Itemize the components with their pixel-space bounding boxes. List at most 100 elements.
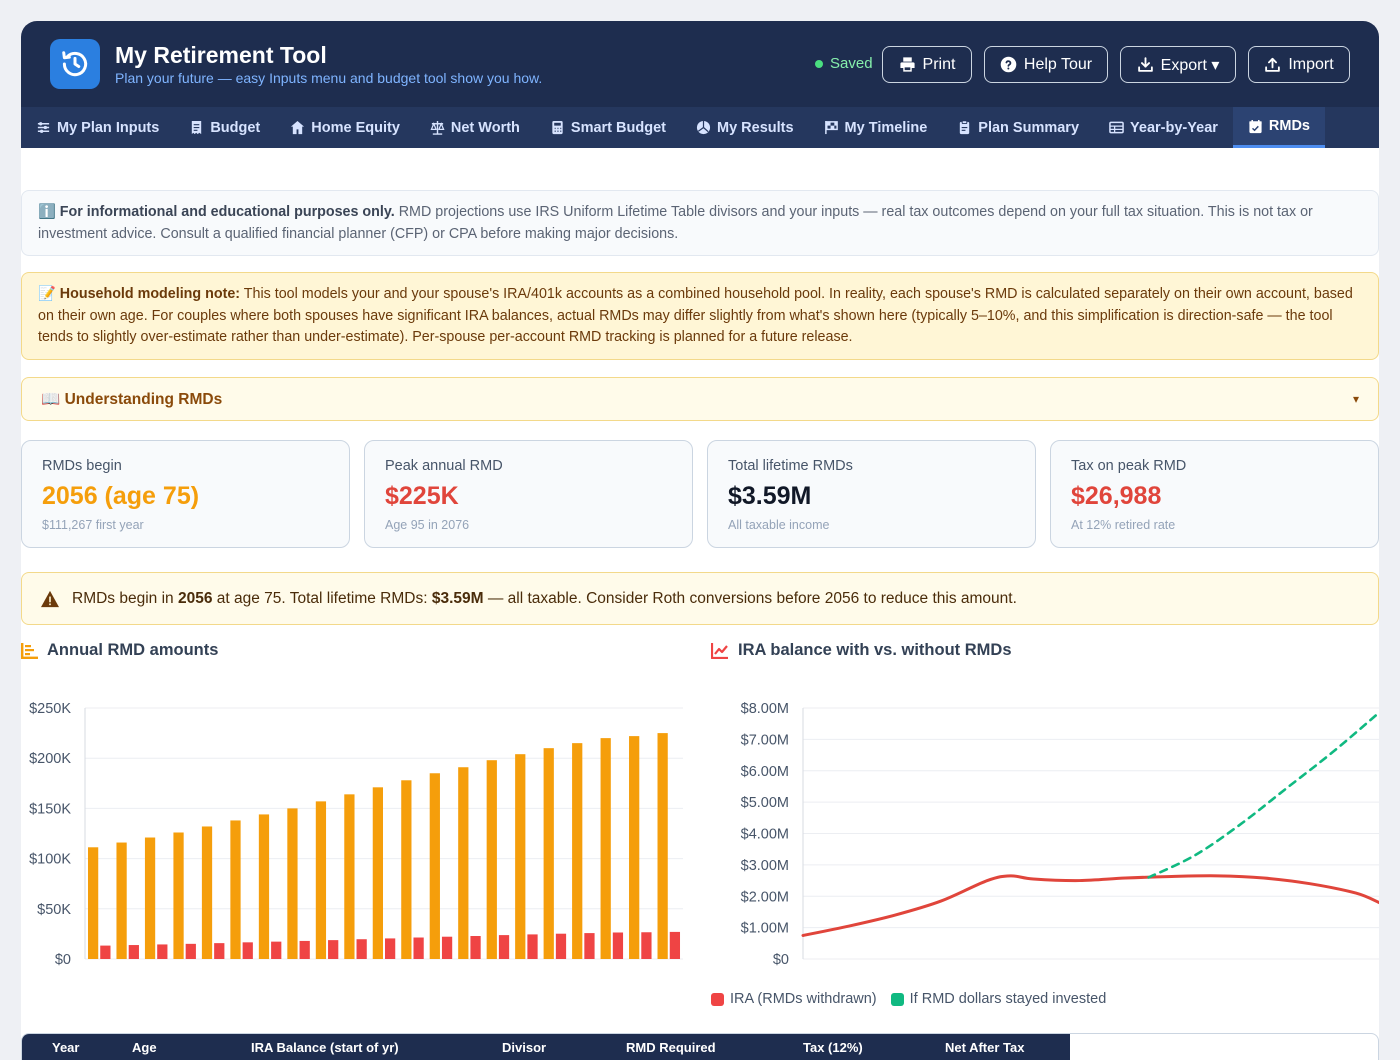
disclaimer-text: RMD projections use IRS Uniform Lifetime… <box>38 204 1313 242</box>
legend-swatch <box>890 992 904 1006</box>
export-button[interactable]: Export ▾ <box>1120 46 1236 83</box>
ira-chart-legend: IRA (RMDs withdrawn) If RMD dollars stay… <box>711 991 1106 1007</box>
tab-my-results[interactable]: My Results <box>681 107 809 148</box>
help-tour-button[interactable]: Help Tour <box>984 46 1108 83</box>
tab-my-timeline[interactable]: My Timeline <box>809 107 943 148</box>
tax-bar <box>584 933 595 959</box>
accordion-label: 📖 Understanding RMDs <box>41 390 223 408</box>
disclaimer-note: ℹ️ For informational and educational pur… <box>21 190 1379 256</box>
tab-smart-budget[interactable]: Smart Budget <box>535 107 681 148</box>
y-tick-label: $8.00M <box>741 701 789 717</box>
y-tick-label: $4.00M <box>741 827 789 843</box>
tax-bar <box>299 940 310 959</box>
saved-status: Saved <box>815 55 873 72</box>
flag-icon <box>824 120 838 135</box>
tab-label: Net Worth <box>450 119 520 136</box>
app-subtitle: Plan your future — easy Inputs menu and … <box>115 70 543 86</box>
app-title: My Retirement Tool <box>115 42 327 68</box>
tax-bar <box>385 938 396 959</box>
rmd-bar <box>458 767 469 959</box>
legend-item-ira[interactable]: IRA (RMDs withdrawn) <box>711 991 877 1007</box>
stat-card-total-rmds: Total lifetime RMDs $3.59M All taxable i… <box>707 440 1036 548</box>
card-sub: $111,267 first year <box>42 518 144 532</box>
rmd-bar <box>486 760 497 959</box>
upload-icon <box>1265 57 1281 72</box>
tax-bar <box>128 945 139 959</box>
ira-withdrawn-line <box>801 874 1379 937</box>
ira-invested-line <box>1147 711 1379 879</box>
rmd-bar <box>572 743 583 959</box>
th-net-after-tax: Net After Tax <box>945 1040 1025 1055</box>
tax-bar <box>185 943 196 959</box>
understanding-rmds-accordion[interactable]: 📖 Understanding RMDs ▾ <box>21 377 1379 421</box>
y-tick-label: $6.00M <box>741 764 789 780</box>
printer-icon <box>899 57 915 72</box>
print-button[interactable]: Print <box>882 46 972 83</box>
help-tour-label: Help Tour <box>1023 55 1093 73</box>
th-tax: Tax (12%) <box>803 1040 863 1055</box>
y-tick-label: $150K <box>29 801 71 817</box>
calculator-icon <box>552 120 563 135</box>
rmd-bar <box>429 773 440 959</box>
y-tick-label: $0 <box>773 952 789 968</box>
ira-chart-title: IRA balance with vs. without RMDs <box>711 641 1012 660</box>
legend-label: IRA (RMDs withdrawn) <box>730 991 877 1007</box>
legend-item-invested[interactable]: If RMD dollars stayed invested <box>890 991 1107 1007</box>
rmd-bar <box>372 787 383 959</box>
tab-plan-summary[interactable]: Plan Summary <box>942 107 1094 148</box>
tab-label: My Timeline <box>844 119 928 136</box>
download-icon <box>1137 57 1153 72</box>
card-sub: Age 95 in 2076 <box>385 518 470 532</box>
tab-label: Budget <box>210 119 261 136</box>
tab-year-by-year[interactable]: Year-by-Year <box>1094 107 1233 148</box>
alert-text-2: at age 75. Total lifetime RMDs: <box>212 589 432 607</box>
y-tick-label: $3.00M <box>741 858 789 874</box>
tax-bar <box>242 942 253 959</box>
rmd-bar <box>87 847 99 959</box>
rmd-bar <box>401 780 412 959</box>
tab-label: Year-by-Year <box>1130 119 1218 136</box>
bar-chart-icon <box>21 642 38 659</box>
legend-label: If RMD dollars stayed invested <box>909 991 1107 1007</box>
legend-swatch <box>711 992 724 1006</box>
card-value: $225K <box>385 482 459 510</box>
chevron-down-icon: ▾ <box>1352 392 1359 406</box>
ira-chart-title-text: IRA balance with vs. without RMDs <box>738 641 1012 659</box>
history-icon[interactable] <box>50 39 100 89</box>
table-header-row: Year Age IRA Balance (start of yr) Divis… <box>22 1034 1070 1060</box>
y-tick-label: $200K <box>29 751 71 767</box>
y-tick-label: $5.00M <box>741 795 789 811</box>
home-icon <box>291 120 305 135</box>
rmd-bar <box>657 733 668 959</box>
card-label: Total lifetime RMDs <box>728 458 853 474</box>
saved-dot-icon <box>815 59 823 68</box>
scale-icon <box>430 120 445 135</box>
tab-budget[interactable]: Budget <box>174 107 275 148</box>
alert-text-3: — all taxable. Consider Roth conversions… <box>483 589 1017 607</box>
disclaimer-strong: ℹ️ For informational and educational pur… <box>38 204 395 220</box>
card-value: $3.59M <box>728 482 812 510</box>
tax-bar <box>441 936 453 959</box>
stat-card-rmds-begin: RMDs begin 2056 (age 75) $111,267 first … <box>21 440 350 548</box>
rmd-bar <box>144 837 156 959</box>
th-age: Age <box>132 1040 157 1055</box>
th-ira-balance: IRA Balance (start of yr) <box>251 1040 399 1055</box>
tax-bar <box>470 936 481 959</box>
rmd-bar <box>315 801 327 959</box>
tab-rmds[interactable]: RMDs <box>1232 107 1325 148</box>
question-circle-icon <box>1000 56 1017 73</box>
y-tick-label: $0 <box>55 952 71 968</box>
receipt-icon <box>192 120 202 135</box>
tab-my-plan-inputs[interactable]: My Plan Inputs <box>21 107 174 148</box>
tax-bar <box>328 940 339 959</box>
tab-label: My Plan Inputs <box>57 119 160 136</box>
th-year: Year <box>52 1040 80 1055</box>
tax-bar <box>214 943 225 959</box>
tab-net-worth[interactable]: Net Worth <box>415 107 535 148</box>
import-button[interactable]: Import <box>1248 46 1350 83</box>
tab-home-equity[interactable]: Home Equity <box>275 107 415 148</box>
pie-chart-icon <box>696 120 711 135</box>
line-chart-icon <box>711 642 728 659</box>
household-strong: 📝 Household modeling note: <box>38 286 241 302</box>
rmd-bar <box>201 826 213 959</box>
